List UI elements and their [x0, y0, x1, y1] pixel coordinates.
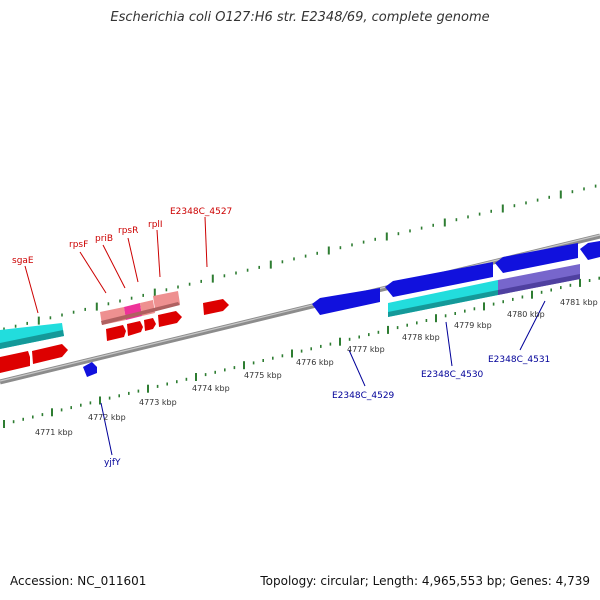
gene-label-E2348C_4527[interactable]: E2348C_4527: [170, 207, 232, 217]
gene-feature-E2348C_4529[interactable]: [312, 288, 380, 315]
gene-feature-rplI[interactable]: [158, 311, 182, 327]
cyan-feature-E2348C_4530-shade: [388, 290, 498, 317]
reverse-strand-genes: [83, 241, 600, 377]
gene-feature-yjfY[interactable]: [83, 362, 97, 377]
leader-E2348C_4527: [204, 216, 208, 268]
purple-feature-E2348C_4531-shade: [498, 274, 580, 295]
scale-label: 4780 kbp: [507, 310, 545, 319]
gene-feature-sgaE-forward-2[interactable]: [32, 344, 68, 364]
product-features: [0, 291, 180, 349]
leader-E2348C_4531: [519, 300, 546, 351]
leader-sgaE: [24, 265, 39, 314]
gene-label-yjfY[interactable]: yjfY: [104, 458, 121, 468]
scale-label: 4772 kbp: [88, 413, 126, 422]
scale-label: 4777 kbp: [347, 345, 385, 354]
gene-feature-priB[interactable]: [127, 321, 143, 336]
scale-label: 4771 kbp: [35, 428, 73, 437]
gene-feature-right-edge[interactable]: [580, 241, 600, 260]
gene-feature-E2348C_4527[interactable]: [203, 299, 229, 315]
light-feature-shade: [101, 302, 180, 325]
gene-label-E2348C_4529[interactable]: E2348C_4529: [332, 391, 395, 401]
scale-labels: 4771 kbp 4772 kbp 4773 kbp 4774 kbp 4775 kbp…: [35, 298, 598, 437]
gene-label-rpsR[interactable]: rpsR: [118, 226, 138, 236]
leader-E2348C_4529: [348, 349, 366, 387]
accession-text: Accession: NC_011601: [10, 574, 147, 588]
leader-rpsR: [127, 237, 139, 283]
inner-tick-marks: [3, 276, 600, 428]
scale-label: 4779 kbp: [454, 321, 492, 330]
leader-rplI: [156, 229, 161, 278]
cyan-feature-left-shade: [0, 330, 64, 349]
gene-label-E2348C_4530[interactable]: E2348C_4530: [421, 370, 484, 380]
gene-label-rplI[interactable]: rplI: [148, 220, 163, 230]
leader-rpsF: [79, 251, 107, 294]
outer-tick-marks: [3, 184, 597, 331]
scale-label: 4774 kbp: [192, 384, 230, 393]
genome-summary-text: Topology: circular; Length: 4,965,553 bp…: [260, 574, 590, 588]
gene-label-priB[interactable]: priB: [95, 234, 113, 244]
scale-label: 4778 kbp: [402, 333, 440, 342]
gene-feature-E2348C_4531[interactable]: [495, 243, 578, 273]
scale-label: 4776 kbp: [296, 358, 334, 367]
scale-label: 4781 kbp: [560, 298, 598, 307]
scale-label: 4773 kbp: [139, 398, 177, 407]
leader-E2348C_4530: [445, 321, 453, 367]
forward-strand-genes: [0, 299, 229, 373]
scale-label: 4775 kbp: [244, 371, 282, 380]
gene-label-rpsF[interactable]: rpsF: [69, 240, 88, 250]
leader-yjfY: [100, 402, 113, 456]
reverse-product-features: [388, 264, 580, 317]
gene-label-sgaE[interactable]: sgaE: [12, 256, 34, 266]
gene-feature-rpsR[interactable]: [144, 318, 156, 331]
gene-feature-E2348C_4530[interactable]: [385, 262, 493, 297]
forward-gene-labels: sgaE rpsF priB rpsR rplI E2348C_4527: [12, 207, 232, 266]
gene-feature-rpsF[interactable]: [106, 325, 126, 341]
gene-label-E2348C_4531[interactable]: E2348C_4531: [488, 355, 550, 365]
forward-label-leaders: [24, 216, 208, 314]
reverse-gene-labels: yjfY E2348C_4529 E2348C_4530 E2348C_4531: [104, 355, 550, 468]
leader-priB: [102, 244, 126, 289]
gene-feature-sgaE-forward-1[interactable]: [0, 351, 30, 373]
reverse-label-leaders: [100, 300, 546, 456]
map-title: Escherichia coli O127:H6 str. E2348/69, …: [110, 10, 490, 25]
